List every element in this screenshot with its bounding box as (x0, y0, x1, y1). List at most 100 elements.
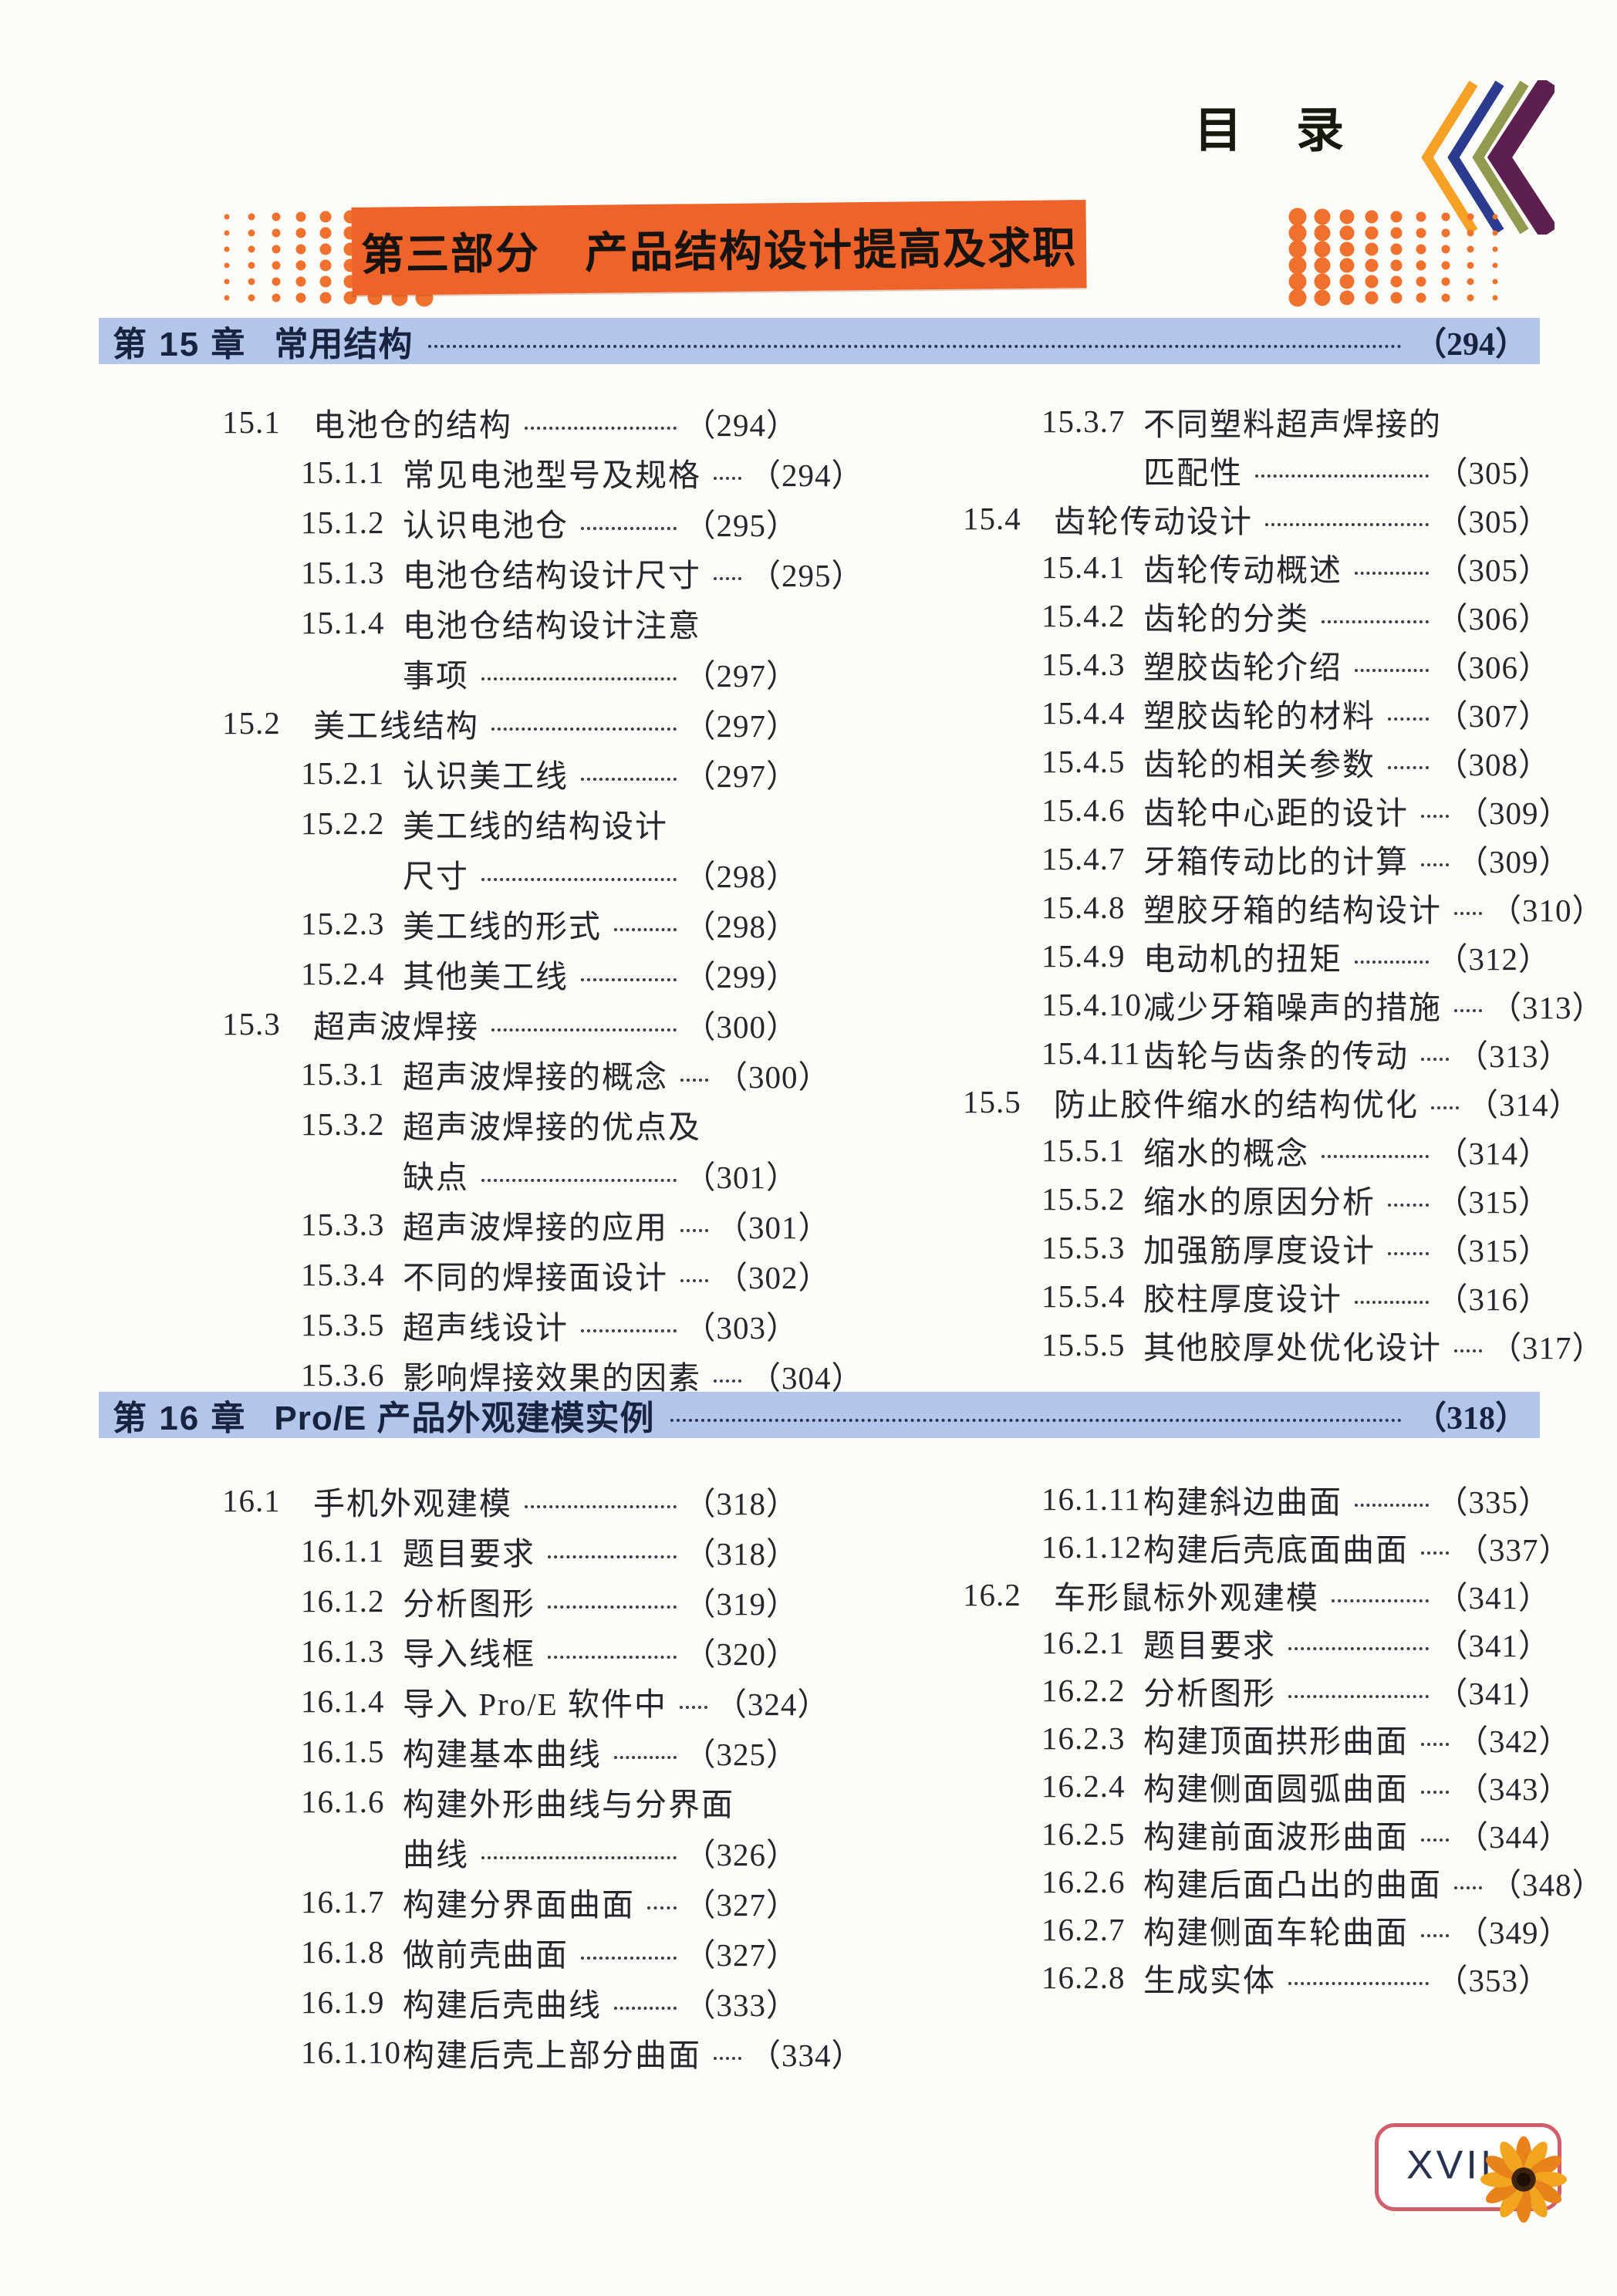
toc-entry-number: 16.1.9 (301, 1984, 385, 2020)
dot-leader (1355, 1504, 1429, 1507)
toc-entry-number: 15.4 (963, 500, 1021, 536)
toc-entry-line: 16.1.4 导入 Pro/E 软件中 （324） (185, 1676, 829, 1726)
toc-entry: 15.3.2 超声波焊接的优点及 缺点 （301） (185, 1099, 798, 1199)
toc-entry-number: 16.1 (222, 1482, 281, 1518)
toc-entry-number: 16.2.3 (1041, 1720, 1126, 1756)
toc-entry-page: （295） (749, 557, 864, 593)
part-banner-group: 第三部分 产品结构设计提高及求职 (214, 199, 1511, 307)
dot-leader (1431, 1106, 1459, 1109)
dot-leader (1255, 474, 1429, 478)
toc-entry-page: （315） (1436, 1232, 1551, 1268)
toc-entry-page: （344） (1457, 1819, 1571, 1855)
toc-entry-page: （343） (1457, 1771, 1571, 1807)
toc-entry: 15.3.1 超声波焊接的概念 （300） (185, 1048, 830, 1099)
toc-entry-line: 15.4.8 塑胶牙箱的结构设计 （310） (926, 883, 1604, 931)
toc-entry: 15.2.2 美工线的结构设计 尺寸 （298） (185, 798, 798, 898)
toc-entry-title: 齿轮与齿条的传动 (1143, 1038, 1409, 1074)
toc-entry-title: 超声波焊接 (313, 1008, 479, 1045)
toc-entry-number: 16.2.5 (1041, 1816, 1126, 1852)
toc-entry: 15.3.3 超声波焊接的应用 （301） (185, 1199, 830, 1249)
toc-entry-line: 16.2.8 生成实体 （353） (926, 1953, 1551, 2001)
toc-entry: 16.1.6 构建外形曲线与分界面 曲线 （326） (185, 1776, 798, 1876)
toc-entry-title: 构建后壳上部分曲面 (403, 2037, 701, 2073)
toc-entry-line: 15.4.5 齿轮的相关参数 （308） (926, 737, 1551, 785)
dot-leader (525, 426, 677, 430)
toc-entry-title: 构建侧面车轮曲面 (1143, 1915, 1409, 1950)
toc-entry-title: 匹配性 (1143, 454, 1243, 491)
toc-entry-line: 15.3.4 不同的焊接面设计 （302） (185, 1249, 830, 1299)
toc-entry-page: （313） (1457, 1038, 1571, 1074)
toc-entry-page: （297） (684, 758, 798, 794)
toc-entry-title: 塑胶齿轮的材料 (1143, 697, 1376, 734)
toc-entry-page: （309） (1457, 795, 1571, 831)
toc-entry-title: 构建斜边曲面 (1143, 1484, 1342, 1520)
dot-leader (1454, 911, 1482, 915)
dot-leader (679, 1705, 707, 1709)
toc-column-ch15-left: 15.1 电池仓的结构 （294） 15.1.1 常见电池型号及规格 （294） 15.1.… (185, 397, 863, 1400)
toc-entry-title: 减少牙箱噪声的措施 (1143, 989, 1442, 1025)
toc-entry-line: 16.1.9 构建后壳曲线 （333） (185, 1977, 798, 2027)
toc-entry-line: 15.3.6 影响焊接效果的因素 （304） (185, 1349, 863, 1400)
toc-entry-line: 15.4.11 齿轮与齿条的传动 （313） (926, 1028, 1571, 1077)
toc-entry: 16.1.7 构建分界面曲面 （327） (185, 1876, 798, 1926)
toc-entry-title: 构建后壳曲线 (403, 1987, 602, 2023)
toc-entry-number: 16.1.12 (1041, 1529, 1142, 1565)
dot-leader (1288, 1982, 1429, 1985)
toc-entry-page: （342） (1457, 1724, 1571, 1759)
toc-entry-title: 塑胶齿轮介绍 (1143, 649, 1342, 685)
toc-entry-page: （298） (684, 858, 798, 894)
dot-leader (548, 1555, 677, 1558)
toc-entry-title: 超声波焊接的优点及 (403, 1109, 701, 1145)
dot-leader (1265, 522, 1429, 526)
toc-entry-title: 题目要求 (1143, 1628, 1276, 1663)
toc-entry-line: 16.1.12 构建后壳底面曲面 （337） (926, 1523, 1571, 1571)
toc-entry-title: 电池仓的结构 (313, 407, 512, 443)
toc-entry-line: 16.1.7 构建分界面曲面 （327） (185, 1876, 798, 1926)
toc-entry-title: 齿轮的分类 (1143, 600, 1309, 636)
toc-entry-line: 15.1 电池仓的结构 （294） (185, 397, 798, 447)
toc-entry-number: 15.3.1 (301, 1055, 385, 1092)
toc-entry-title: 牙箱传动比的计算 (1143, 843, 1409, 880)
toc-entry-title: 防止胶件缩水的结构优化 (1054, 1086, 1419, 1123)
toc-entry-title: 美工线的形式 (403, 908, 602, 944)
toc-entry-title: 构建后面凸出的曲面 (1143, 1867, 1442, 1903)
toc-entry-title: 生成实体 (1143, 1963, 1276, 1998)
toc-entry-page: （303） (684, 1309, 798, 1346)
toc-entry-number: 16.2.8 (1041, 1960, 1126, 1995)
dot-leader (1421, 863, 1449, 866)
toc-entry-number: 16.1.8 (301, 1933, 385, 1970)
dot-leader (1421, 1057, 1449, 1061)
toc-entry-line: 15.1.3 电池仓结构设计尺寸 （295） (185, 547, 863, 597)
toc-entry-line: 事项 （297） (185, 647, 798, 697)
toc-entry-title: 事项 (403, 657, 469, 694)
toc-entry: 16.1.5 构建基本曲线 （325） (185, 1726, 798, 1776)
toc-entry-title: 超声线设计 (403, 1309, 569, 1346)
header-gradient-bar: 目 录 (633, 79, 1540, 176)
toc-entry-title: 构建基本曲线 (403, 1736, 602, 1772)
dot-leader (1388, 1251, 1429, 1255)
toc-entry-title: 车形鼠标外观建模 (1054, 1580, 1319, 1616)
dot-leader (1355, 668, 1429, 672)
toc-entry-line: 16.1.3 导入线框 （320） (185, 1626, 798, 1676)
toc-column-ch16-left: 16.1 手机外观建模 （318） 16.1.1 题目要求 （318） 16.1.2 分析图形… (185, 1475, 863, 2077)
toc-entry-number: 15.2.4 (301, 955, 385, 991)
toc-entry-title: 认识美工线 (403, 758, 569, 794)
dot-leader (1421, 1791, 1449, 1794)
toc-entry: 15.3.4 不同的焊接面设计 （302） (185, 1249, 830, 1299)
dot-leader (1288, 1647, 1429, 1650)
toc-entry-number: 15.1.2 (301, 504, 385, 540)
toc-entry-title: 题目要求 (403, 1535, 535, 1572)
toc-entry: 16.2.6 构建后面凸出的曲面 （348） (926, 1858, 1604, 1906)
toc-entry-line: 15.2.1 认识美工线 （297） (185, 748, 798, 798)
toc-entry: 15.4.6 齿轮中心距的设计 （309） (926, 785, 1571, 834)
chapter-label: 第 16 章 (113, 1400, 247, 1437)
toc-entry-title: 做前壳曲面 (403, 1936, 569, 1973)
toc-entry-title: 分析图形 (403, 1585, 535, 1622)
dot-leader (714, 576, 741, 580)
toc-entry-title: 齿轮中心距的设计 (1143, 795, 1409, 831)
toc-entry-page: （318） (684, 1485, 798, 1521)
toc-entry-number: 15.5 (963, 1083, 1021, 1119)
dot-leader (1421, 814, 1449, 818)
toc-entry-number: 16.1.4 (301, 1683, 385, 1719)
toc-entry-title: 影响焊接效果的因素 (403, 1359, 701, 1396)
